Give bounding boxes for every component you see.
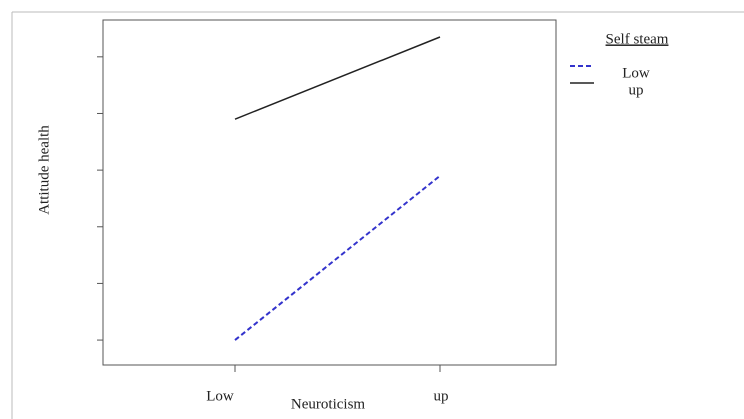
x-tick-label: Low bbox=[206, 388, 234, 404]
series-line bbox=[235, 37, 440, 119]
legend-label: up bbox=[629, 82, 644, 98]
legend-title: Self steam bbox=[606, 31, 669, 47]
x-axis-label: Neuroticism bbox=[291, 396, 365, 412]
x-tick-label: up bbox=[434, 388, 449, 404]
legend-label: Low bbox=[622, 65, 650, 81]
y-axis-label: Attitude health bbox=[36, 125, 52, 215]
series-line bbox=[235, 176, 440, 340]
chart: Neuroticism Attitude health Self steam L… bbox=[0, 0, 744, 419]
plot-area bbox=[103, 20, 556, 365]
